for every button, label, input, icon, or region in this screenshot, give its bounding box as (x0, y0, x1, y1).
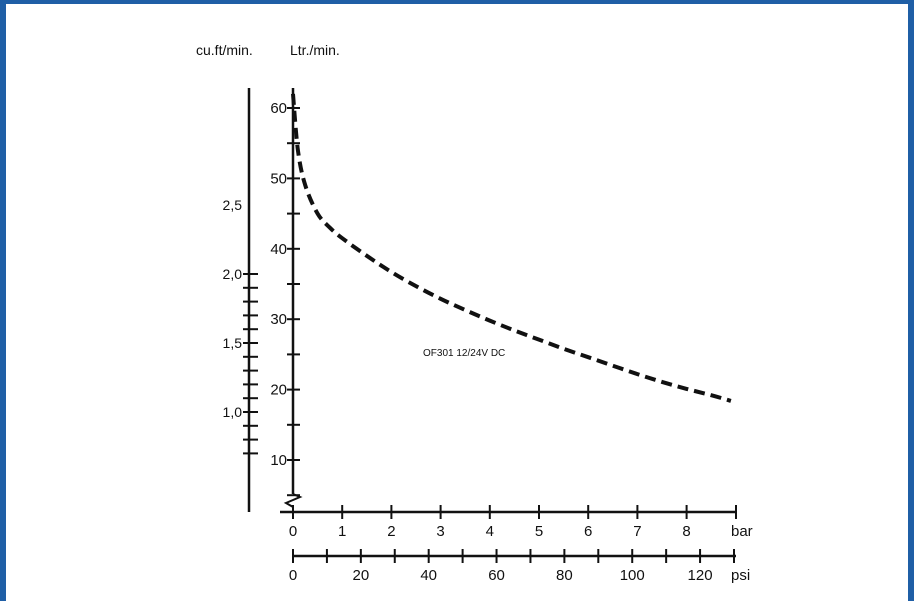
psi-tick-label: 20 (353, 567, 370, 584)
bar-tick-label: 7 (633, 523, 641, 540)
series-label: OF301 12/24V DC (423, 348, 505, 359)
bar-tick-label: 1 (338, 523, 346, 540)
ltr-axis-title: Ltr./min. (290, 42, 340, 58)
psi-tick-label: 40 (420, 567, 437, 584)
cuft-tick-label: 1,5 (223, 335, 243, 351)
bar-tick-label: 5 (535, 523, 543, 540)
bar-tick-label: 4 (486, 523, 494, 540)
ltr-axis: 60 50 40 30 20 10 (270, 88, 303, 512)
cuft-tick-label: 2,0 (223, 266, 243, 282)
series-layer (291, 93, 732, 403)
psi-unit-label: psi (731, 567, 750, 584)
bar-tick-label: 3 (436, 523, 444, 540)
bar-tick-label: 0 (289, 523, 297, 540)
ltr-tick-label: 10 (270, 452, 287, 469)
bar-tick-label: 8 (682, 523, 690, 540)
psi-tick-label: 60 (488, 567, 505, 584)
ltr-tick-label: 50 (270, 170, 287, 187)
bar-unit-label: bar (731, 523, 753, 540)
series-line-of301 (291, 93, 732, 403)
psi-tick-label: 0 (289, 567, 297, 584)
psi-tick-label: 100 (620, 567, 645, 584)
ltr-tick-label: 30 (270, 311, 287, 328)
bar-tick-label: 6 (584, 523, 592, 540)
cuft-tick-label: 1,0 (223, 404, 243, 420)
bar-tick-label: 2 (387, 523, 395, 540)
ltr-tick-label: 60 (270, 100, 287, 117)
psi-tick-label: 120 (688, 567, 713, 584)
cuft-tick-label: 2,5 (223, 197, 243, 213)
psi-tick-label: 80 (556, 567, 573, 584)
ltr-tick-label: 20 (270, 382, 287, 399)
cuft-axis: 2,5 2,0 1,5 1,0 (223, 88, 258, 512)
psi-axis: 0 20 40 60 80 100 120 (289, 549, 736, 584)
ltr-tick-label: 40 (270, 241, 287, 258)
cuft-axis-title: cu.ft/min. (196, 42, 253, 58)
bar-axis: 0 1 2 3 4 5 6 7 8 (280, 505, 737, 540)
